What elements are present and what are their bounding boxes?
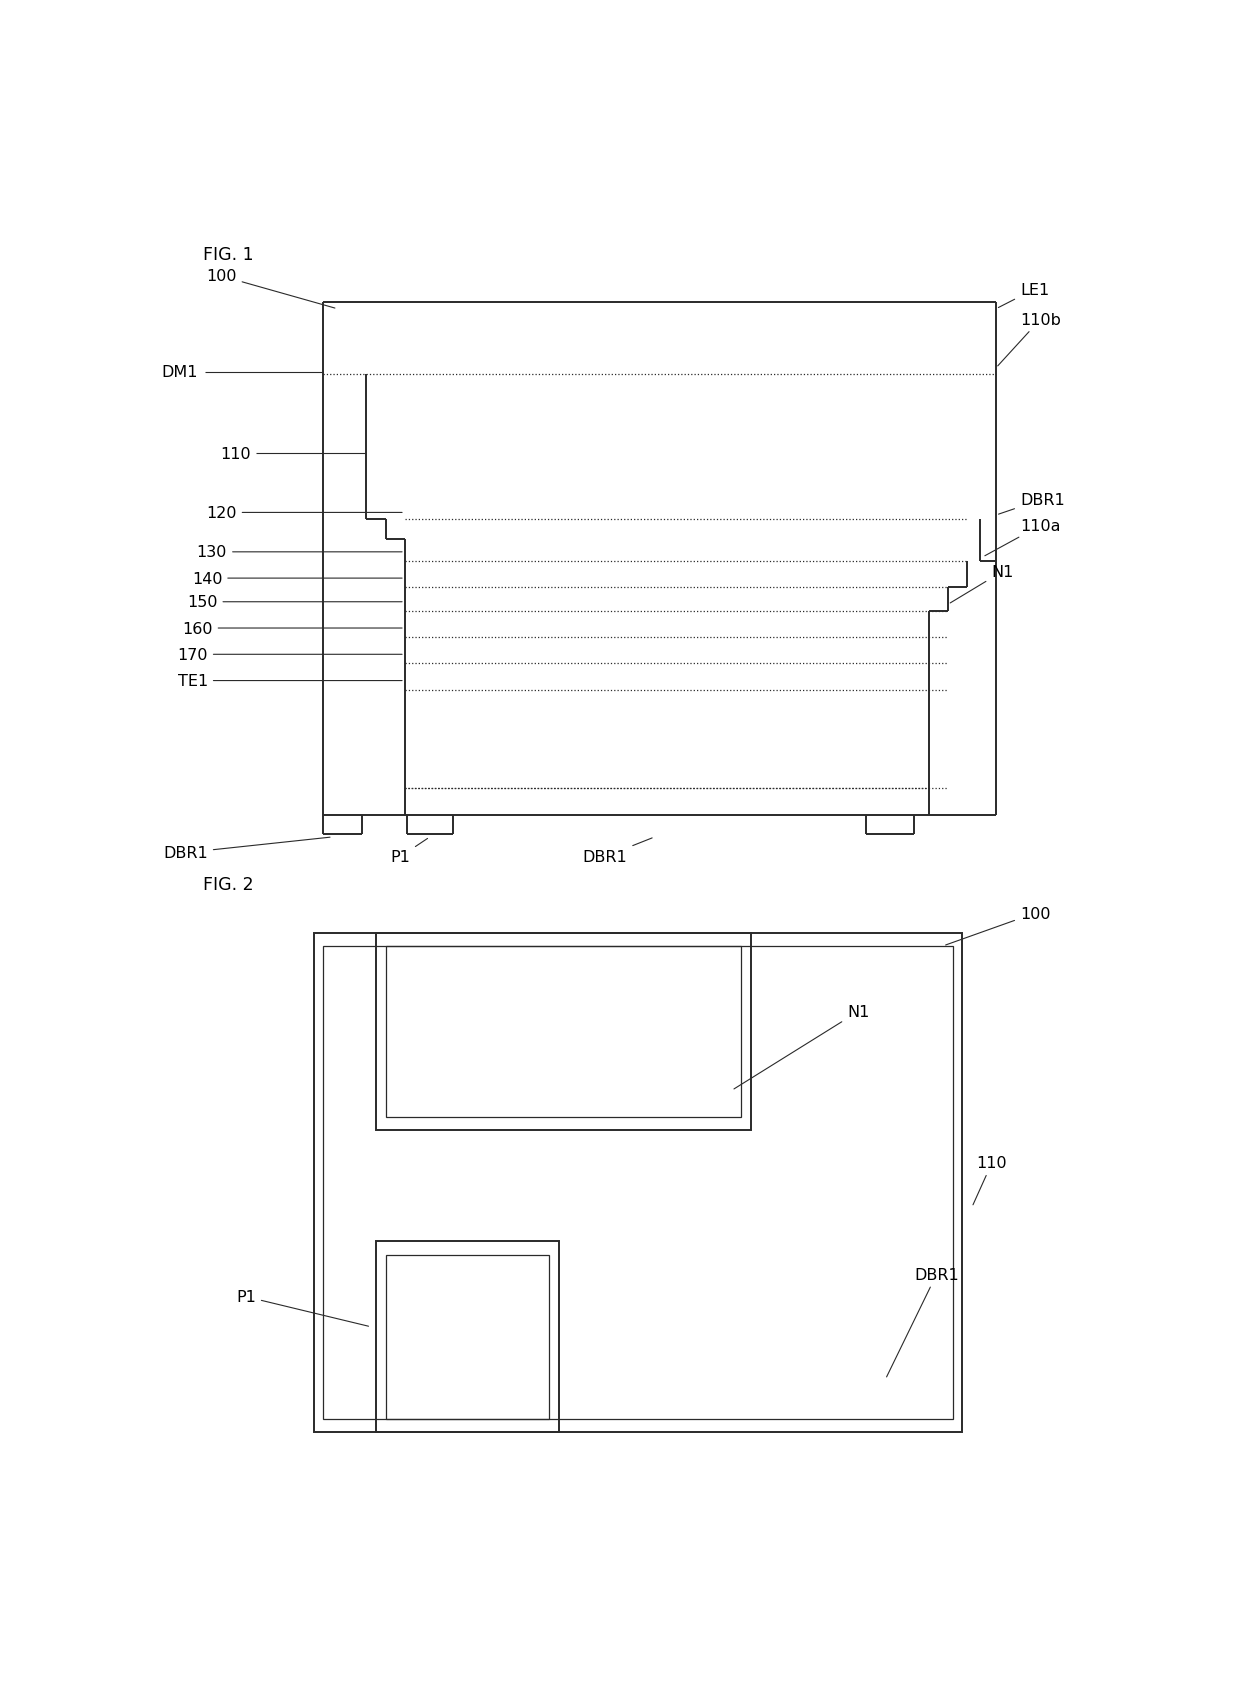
Text: DBR1: DBR1 — [998, 493, 1065, 515]
Text: 110b: 110b — [998, 312, 1060, 367]
Text: 100: 100 — [206, 269, 335, 309]
Text: N1: N1 — [950, 564, 1013, 604]
Bar — [314, 933, 962, 1432]
Text: 130: 130 — [197, 546, 402, 559]
Text: DBR1: DBR1 — [887, 1267, 959, 1378]
Bar — [376, 933, 750, 1130]
Text: 150: 150 — [187, 595, 402, 610]
Bar — [376, 1241, 558, 1432]
Text: LE1: LE1 — [998, 283, 1049, 309]
Text: 110: 110 — [221, 447, 250, 462]
Bar — [324, 946, 952, 1419]
Text: TE1: TE1 — [177, 673, 402, 689]
Text: FIG. 1: FIG. 1 — [203, 246, 254, 264]
Text: 160: 160 — [182, 621, 402, 636]
Text: 140: 140 — [192, 571, 402, 587]
Text: P1: P1 — [391, 839, 428, 864]
Bar — [386, 1255, 549, 1419]
Text: 120: 120 — [206, 506, 402, 520]
Text: FIG. 2: FIG. 2 — [203, 876, 254, 893]
Text: 110a: 110a — [985, 518, 1060, 556]
Text: P1: P1 — [236, 1289, 368, 1326]
Bar — [386, 946, 742, 1117]
Text: DBR1: DBR1 — [164, 837, 330, 861]
Text: 110: 110 — [973, 1156, 1007, 1205]
Text: N1: N1 — [734, 1004, 869, 1089]
Text: 100: 100 — [946, 905, 1050, 946]
Text: 170: 170 — [177, 648, 402, 663]
Text: DM1: DM1 — [161, 365, 198, 380]
Text: DBR1: DBR1 — [583, 839, 652, 864]
